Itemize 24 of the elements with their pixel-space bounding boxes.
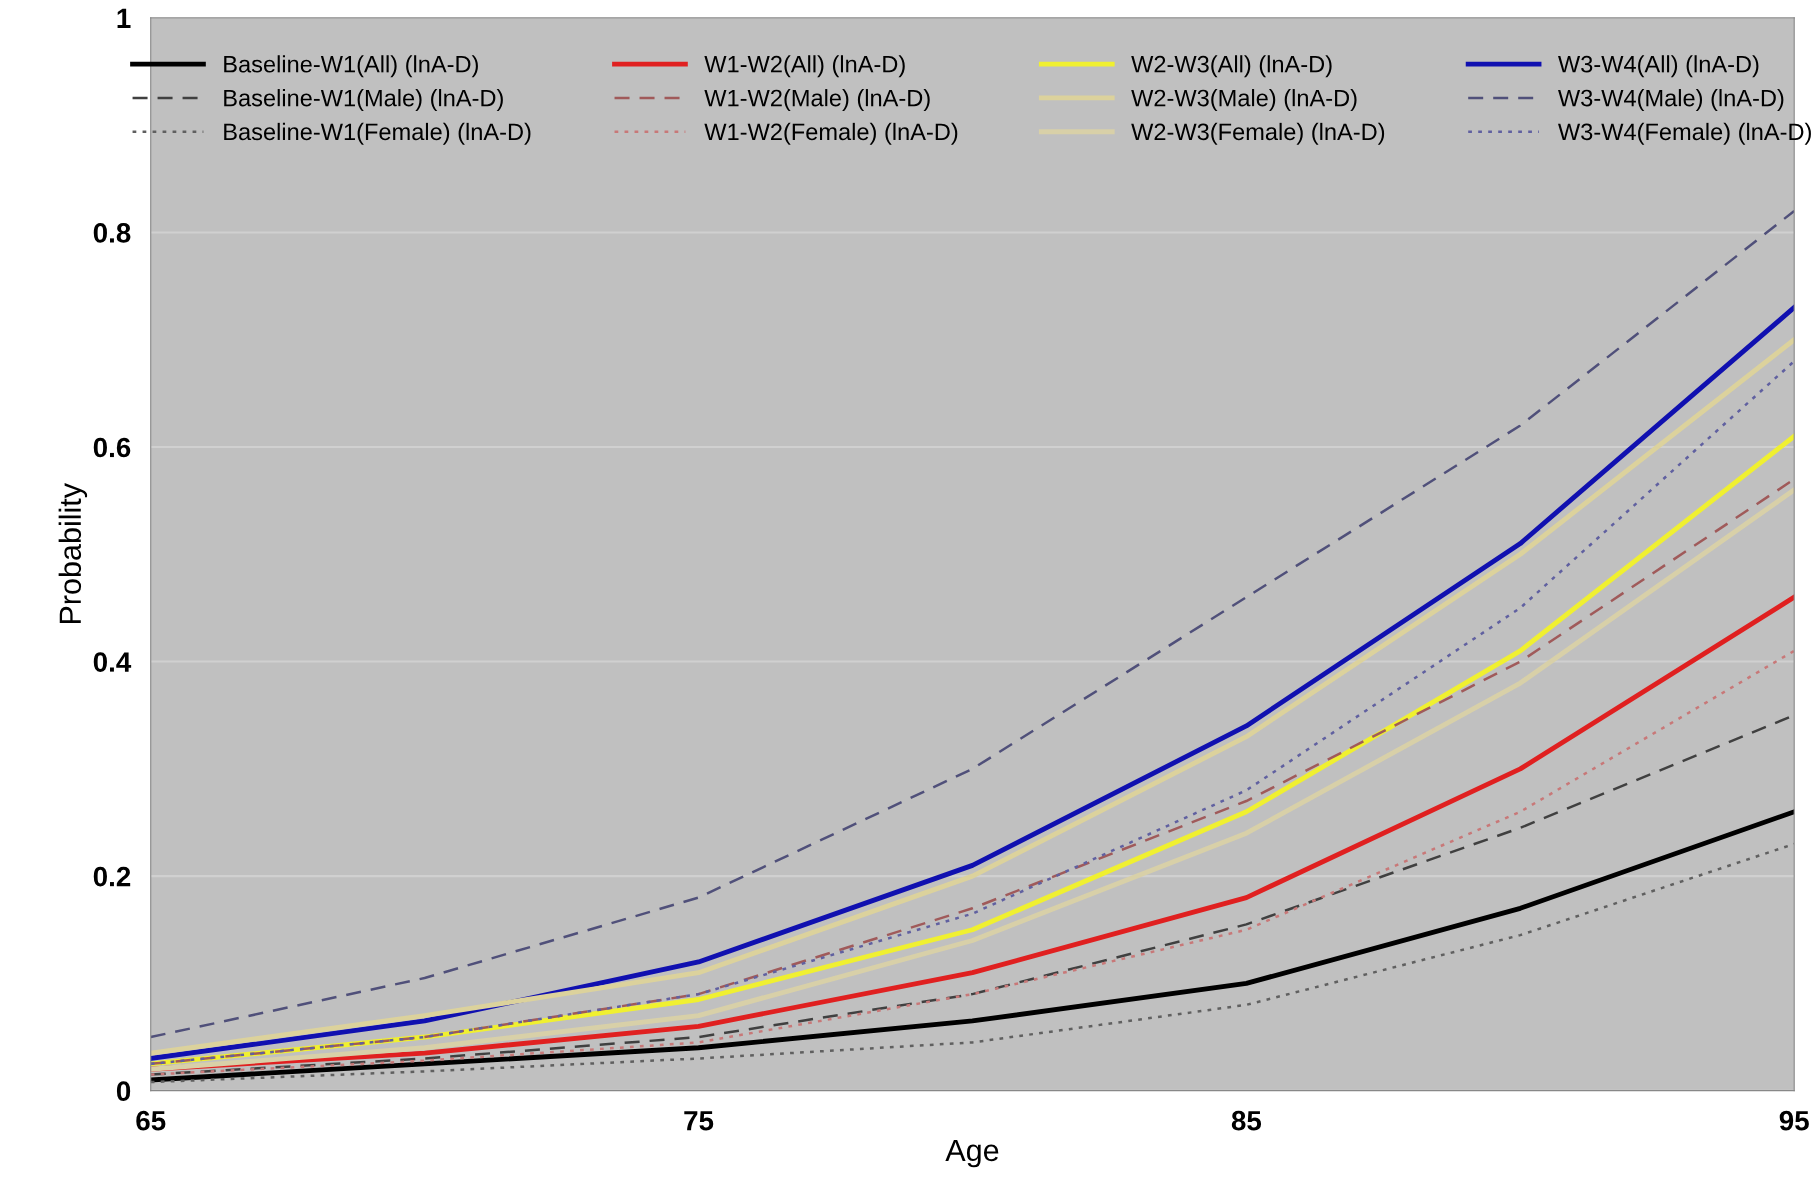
legend-label: W3-W4(All) (lnA-D) [1558,55,1759,78]
legend-label: W3-W4(Male) (lnA-D) [1558,89,1784,112]
x-axis-title: Age [945,1139,999,1168]
legend-label: Baseline-W1(Male) (lnA-D) [224,89,503,112]
legend-label: W2-W3(Female) (lnA-D) [1131,122,1385,145]
legend-label: W2-W3(Male) (lnA-D) [1131,89,1357,112]
x-tick-label: 95 [1779,1110,1809,1131]
x-tick-label: 75 [684,1111,714,1131]
legend-label: Baseline-W1(All) (lnA-D) [224,55,478,78]
y-tick-label: 0.6 [93,437,131,458]
y-tick-label: 0.4 [93,652,132,672]
legend-label: W3-W4(Female) (lnA-D) [1558,122,1811,145]
y-tick-label: 0.2 [93,866,131,887]
x-tick-label: 65 [136,1110,166,1131]
y-axis-title: Probability [58,483,88,624]
legend-label: Baseline-W1(Female) (lnA-D) [224,122,531,145]
y-tick-label: 0.8 [93,223,131,243]
legend-label: W1-W2(Female) (lnA-D) [704,122,958,145]
legend-label: W1-W2(All) (lnA-D) [704,55,905,78]
legend-label: W1-W2(Male) (lnA-D) [704,89,930,112]
y-tick-label: 1 [117,8,131,28]
x-tick-label: 85 [1231,1110,1262,1131]
y-tick-label: 0 [116,1081,131,1102]
legend-label: W2-W3(All) (lnA-D) [1131,55,1332,78]
